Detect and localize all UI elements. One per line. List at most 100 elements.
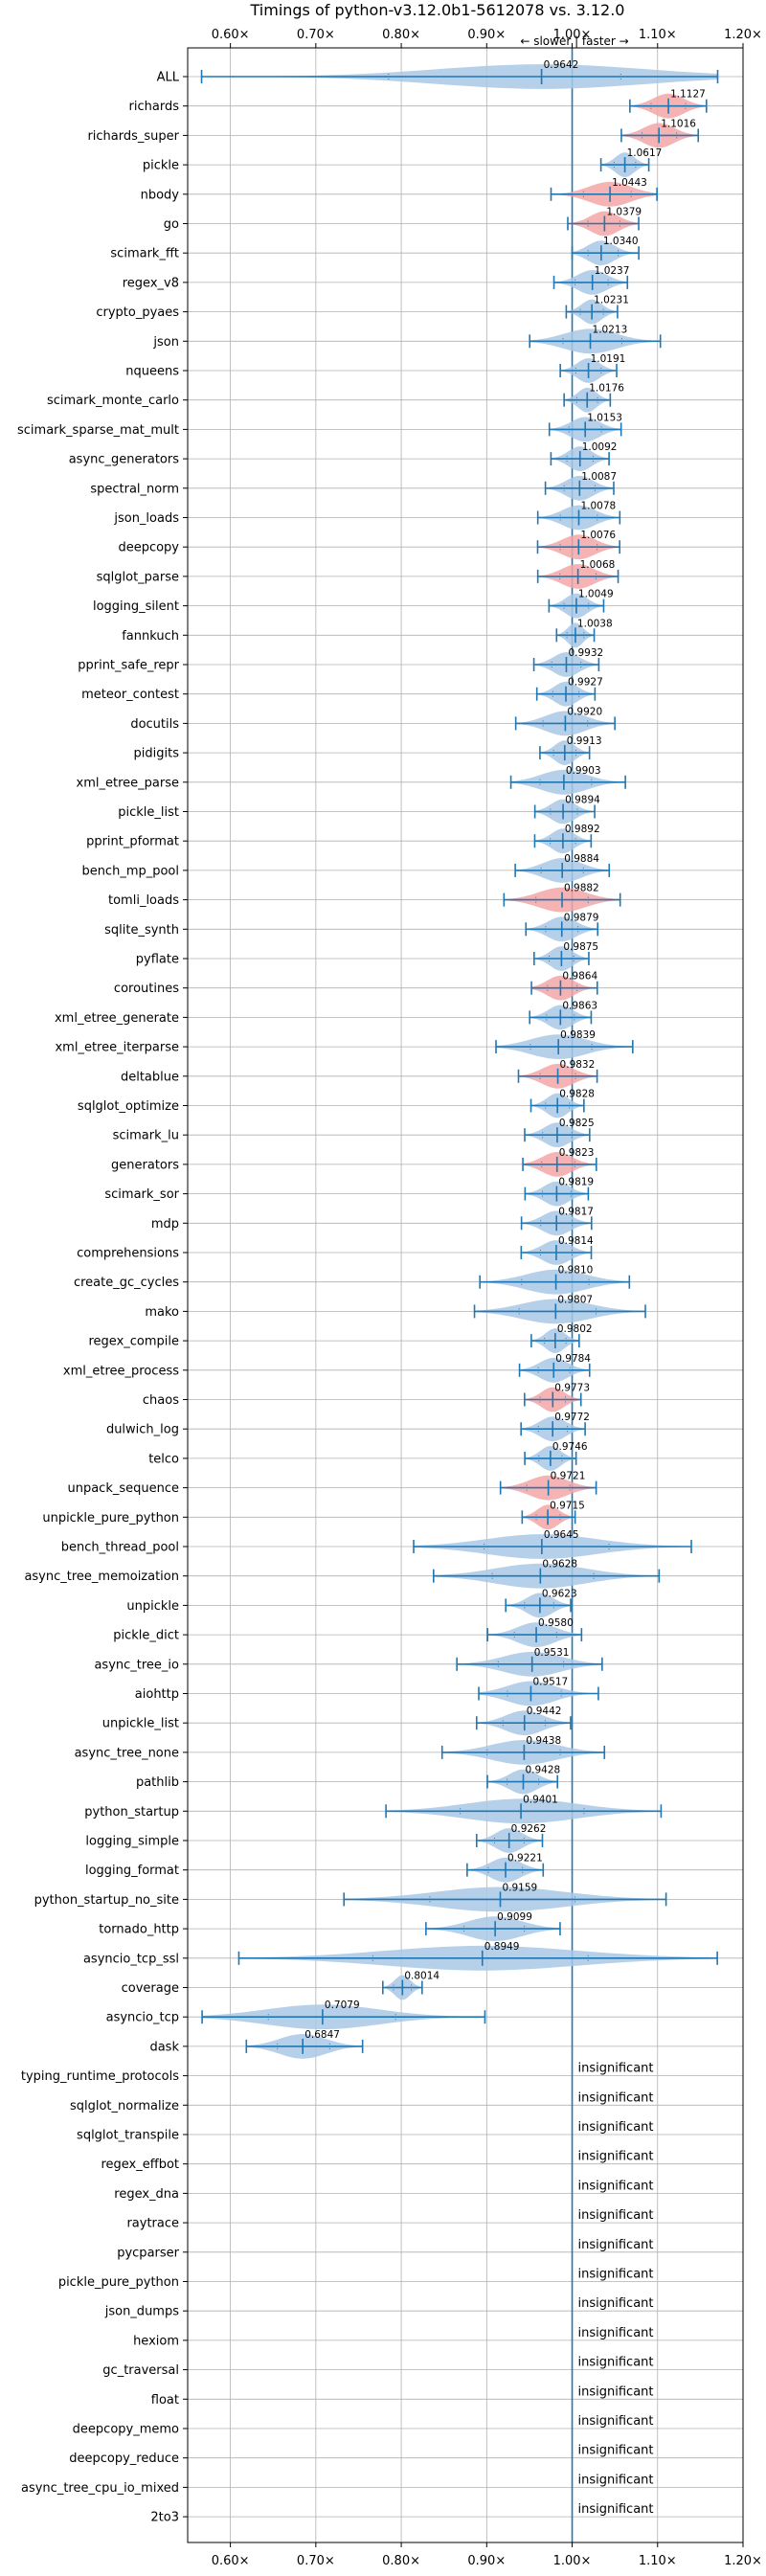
- benchmark-label: bench_mp_pool: [81, 864, 179, 878]
- value-label: 0.9882: [564, 883, 599, 894]
- benchmark-label: pyflate: [136, 953, 179, 967]
- insignificant-label: insignificant: [578, 2090, 654, 2105]
- value-label: 0.9802: [557, 1323, 593, 1335]
- benchmark-label: deepcopy_reduce: [69, 2452, 179, 2466]
- value-label: 0.9772: [554, 1412, 590, 1423]
- benchmark-label: json_dumps: [104, 2305, 179, 2319]
- benchmark-label: scimark_sor: [104, 1187, 179, 1202]
- value-label: 1.0237: [595, 265, 630, 277]
- benchmark-label: sqlglot_normalize: [70, 2099, 179, 2113]
- benchmark-label: scimark_monte_carlo: [47, 394, 179, 408]
- value-label: 0.9645: [544, 1529, 579, 1541]
- benchmark-label: bench_thread_pool: [61, 1541, 179, 1555]
- benchmark-label: hexiom: [133, 2334, 179, 2348]
- insignificant-label: insignificant: [578, 2414, 654, 2429]
- benchmark-label: json_loads: [113, 511, 179, 526]
- value-label: 0.9913: [567, 735, 602, 747]
- benchmark-label: spectral_norm: [90, 482, 179, 496]
- insignificant-label: insignificant: [578, 2268, 654, 2282]
- benchmark-label: regex_dna: [114, 2187, 179, 2202]
- value-label: 0.9531: [534, 1647, 570, 1659]
- value-label: 0.9892: [565, 824, 600, 835]
- benchmark-label: pickle: [143, 159, 179, 173]
- benchmark-label: 2to3: [150, 2511, 179, 2525]
- benchmark-label: logging_simple: [85, 1835, 179, 1849]
- benchmark-label: sqlite_synth: [104, 923, 179, 938]
- direction-note: ← slower | faster →: [520, 34, 628, 48]
- value-label: 1.0176: [589, 383, 624, 395]
- x-tick-label-bottom: 0.80×: [382, 2554, 420, 2568]
- value-label: 0.9715: [550, 1500, 585, 1511]
- value-label: 0.9642: [544, 59, 579, 71]
- benchmark-label: pathlib: [136, 1775, 179, 1790]
- value-label: 1.0443: [612, 177, 647, 189]
- benchmark-label: nqueens: [125, 365, 179, 379]
- benchmark-label: comprehensions: [77, 1247, 179, 1261]
- benchmark-label: float: [151, 2393, 179, 2407]
- benchmark-label: xml_etree_iterparse: [55, 1041, 179, 1055]
- benchmark-label: chaos: [143, 1393, 179, 1408]
- benchmark-label: sqlglot_optimize: [78, 1099, 179, 1114]
- insignificant-label: insignificant: [578, 2150, 654, 2164]
- value-label: 0.9746: [552, 1441, 588, 1453]
- insignificant-label: insignificant: [578, 2238, 654, 2252]
- benchmark-label: logging_format: [85, 1864, 179, 1878]
- benchmark-label: xml_etree_process: [63, 1364, 179, 1378]
- value-label: 0.9828: [559, 1089, 595, 1100]
- value-label: 0.9517: [532, 1677, 568, 1688]
- benchmark-label: sqlglot_transpile: [77, 2129, 179, 2143]
- value-label: 1.0068: [580, 559, 616, 571]
- benchmark-label: async_tree_io: [94, 1658, 179, 1672]
- value-label: 0.9823: [559, 1147, 595, 1159]
- value-label: 0.9442: [527, 1706, 562, 1717]
- benchmark-label: regex_v8: [123, 276, 179, 290]
- benchmark-label: docutils: [130, 717, 179, 732]
- benchmark-label: async_tree_none: [75, 1746, 179, 1760]
- insignificant-label: insignificant: [578, 2444, 654, 2458]
- benchmark-label: dulwich_log: [106, 1423, 179, 1437]
- value-label: 1.0087: [581, 471, 617, 483]
- value-label: 1.1127: [670, 89, 706, 101]
- value-label: 0.8014: [404, 1971, 439, 1982]
- benchmark-label: coroutines: [114, 982, 179, 996]
- value-label: 0.8949: [484, 1941, 520, 1953]
- value-label: 0.9438: [526, 1735, 561, 1747]
- benchmark-label: crypto_pyaes: [96, 305, 179, 320]
- benchmark-label: generators: [111, 1158, 179, 1172]
- benchmark-label: unpickle_list: [102, 1717, 179, 1731]
- value-label: 0.9580: [538, 1617, 574, 1629]
- benchmark-label: deepcopy: [118, 541, 179, 555]
- chart-title: Timings of python-v3.12.0b1-5612078 vs. …: [250, 1, 625, 19]
- value-label: 1.0076: [580, 530, 616, 541]
- benchmark-label: pickle_list: [118, 805, 179, 820]
- value-label: 0.9428: [525, 1765, 560, 1776]
- benchmark-label: gc_traversal: [102, 2363, 179, 2378]
- value-label: 0.9262: [511, 1823, 547, 1835]
- benchmark-label: scimark_sparse_mat_mult: [17, 423, 179, 438]
- insignificant-label: insignificant: [578, 2062, 654, 2076]
- benchmark-label: dask: [149, 2040, 179, 2054]
- benchmark-label: regex_effbot: [101, 2158, 179, 2172]
- benchmark-label: typing_runtime_protocols: [21, 2069, 179, 2084]
- value-label: 0.9628: [542, 1559, 577, 1570]
- benchmark-label: fannkuch: [122, 629, 179, 644]
- value-label: 0.9099: [497, 1911, 532, 1923]
- value-label: 0.9839: [560, 1029, 596, 1041]
- benchmark-label: go: [164, 217, 179, 232]
- benchmark-label: mako: [145, 1305, 179, 1320]
- benchmark-label: deepcopy_memo: [73, 2423, 179, 2437]
- value-label: 0.9932: [568, 647, 603, 659]
- label-layer: 0.60× 0.60× 0.70× 0.70× 0.80× 0.80× 0.90× 0.90×…: [17, 28, 762, 2568]
- value-label: 0.9807: [557, 1294, 593, 1305]
- x-tick-label-top: 1.00×: [553, 28, 592, 42]
- benchmark-label: tornado_http: [99, 1923, 179, 1937]
- value-label: 0.9721: [551, 1471, 586, 1482]
- benchmark-label: unpack_sequence: [67, 1481, 179, 1496]
- value-label: 0.9875: [563, 941, 598, 953]
- benchmark-label: aiohttp: [135, 1687, 179, 1702]
- value-label: 1.0231: [594, 295, 629, 306]
- value-label: 0.9819: [558, 1177, 594, 1188]
- benchmark-label: pickle_pure_python: [58, 2275, 179, 2290]
- value-label: 0.9927: [568, 677, 603, 689]
- x-tick-label-top: 1.20×: [724, 28, 762, 42]
